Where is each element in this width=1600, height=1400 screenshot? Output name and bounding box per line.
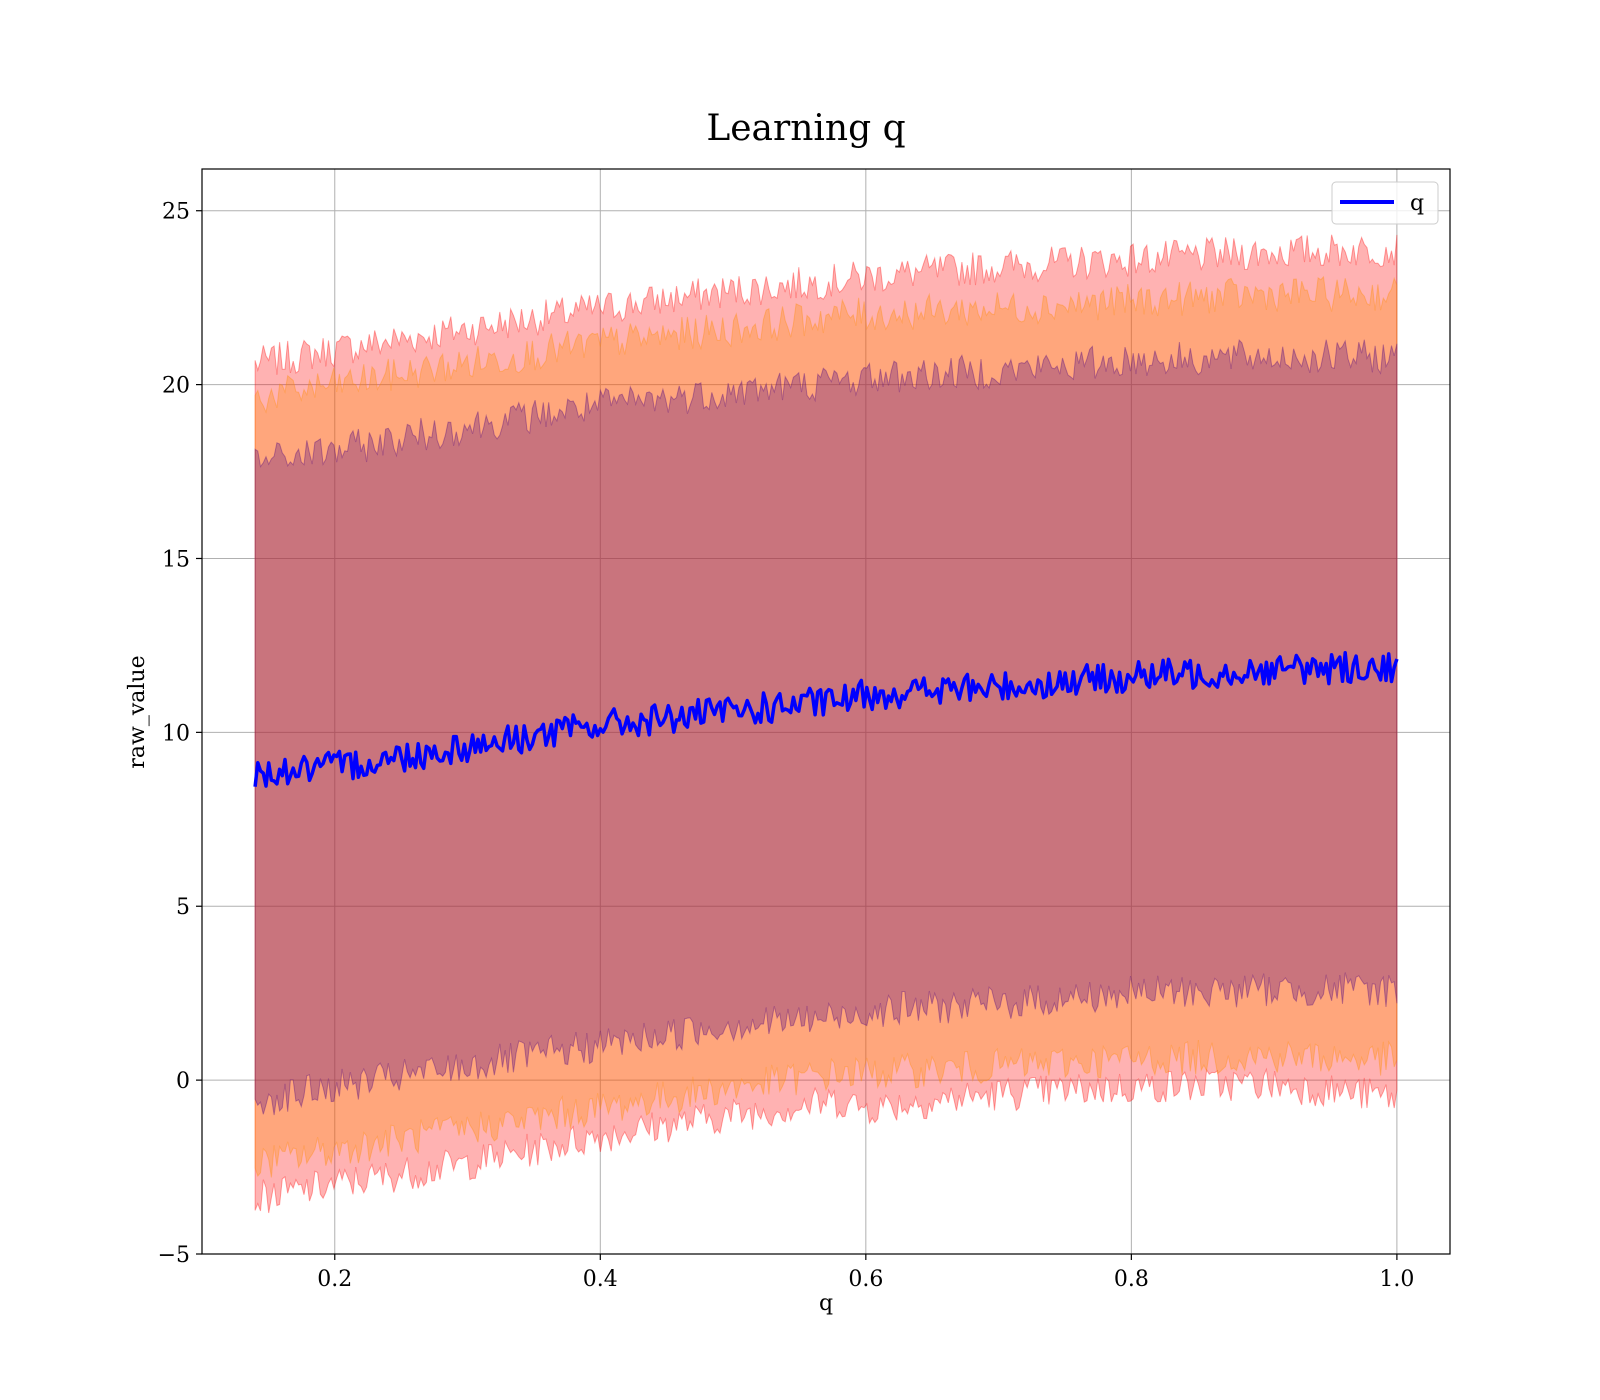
band-2 [254,339,1398,1116]
x-tick-label-2: 0.6 [848,1267,883,1292]
legend: q [1331,181,1439,225]
y-tick-label-3: 10 [162,721,190,746]
series-lines [253,651,1399,788]
confidence-bands [254,234,1398,1214]
y-tick-label-6: 25 [162,200,190,225]
series-line-q [253,651,1399,788]
x-tick-label-4: 1.0 [1379,1267,1414,1292]
y-tick-label-0: −5 [158,1243,190,1268]
y-tick-label-4: 15 [162,547,190,572]
chart-title: Learning q [706,108,905,149]
legend-label-q: q [1410,191,1424,216]
x-axis-label: q [819,1291,833,1316]
band-0 [254,234,1398,1214]
axis-ticks: 0.2 0.4 0.6 0.8 1.0 −5 0 5 10 15 20 25 [158,200,1415,1292]
grid [202,169,1450,1255]
plot-frame [201,168,1451,1255]
band-1 [254,275,1398,1178]
y-axis-label: raw_value [125,655,150,768]
x-tick-label-1: 0.4 [583,1267,618,1292]
y-tick-label-2: 5 [176,895,190,920]
y-tick-label-1: 0 [176,1069,190,1094]
x-tick-label-3: 0.8 [1114,1267,1149,1292]
x-tick-label-0: 0.2 [317,1267,352,1292]
y-tick-label-5: 20 [162,374,190,399]
